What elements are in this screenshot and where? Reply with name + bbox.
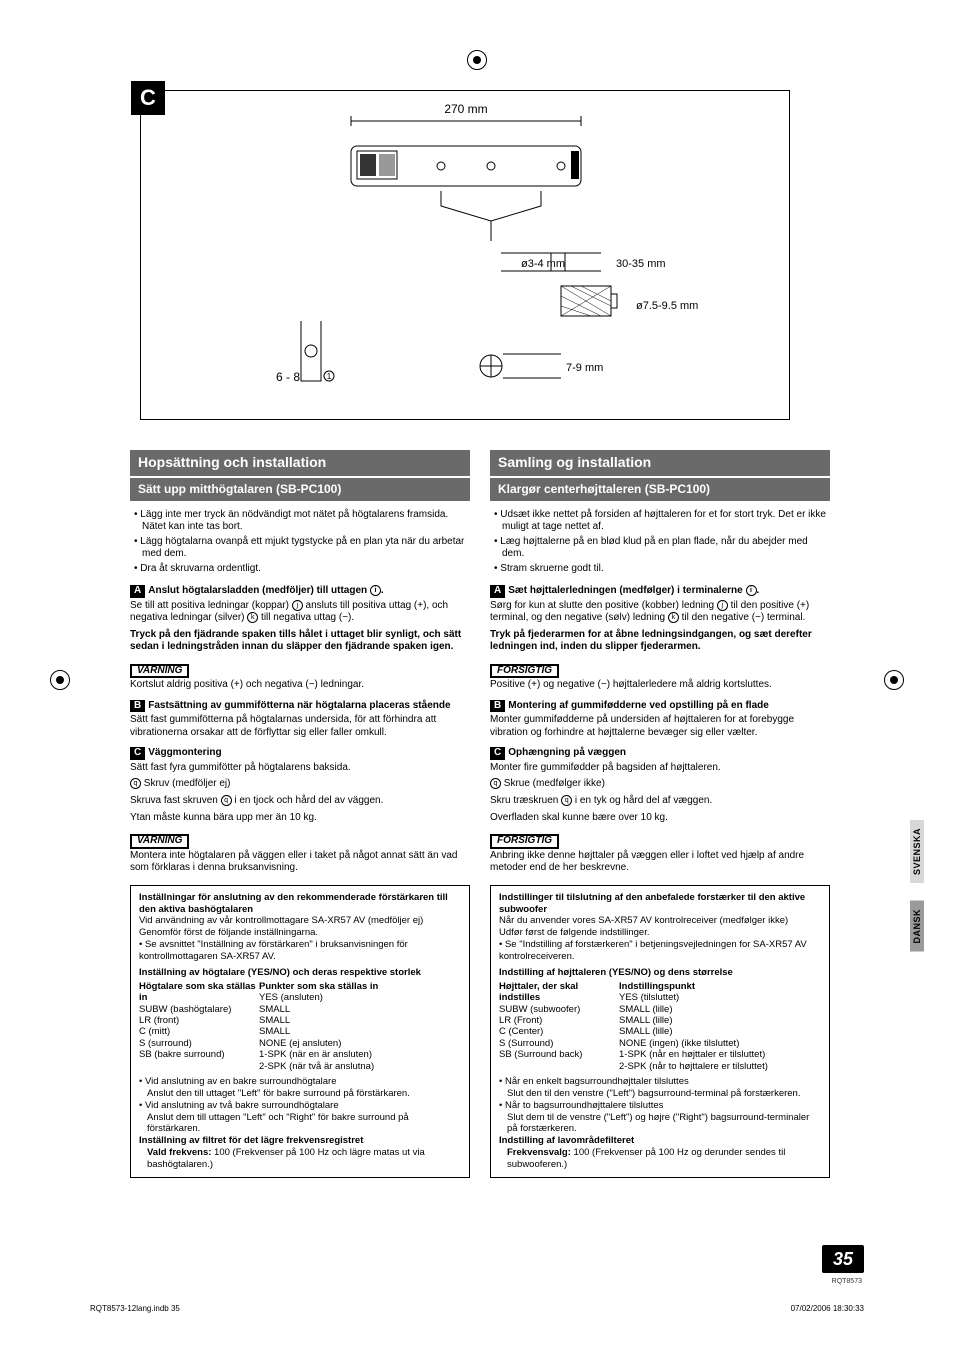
box-note: • Vid anslutning av en bakre surroundhög… <box>139 1076 461 1088</box>
box-subheading: Indstilling af højttaleren (YES/NO) og d… <box>499 967 821 979</box>
sv-b-body: Sätt fast gummifötterna på högtalarnas u… <box>130 714 470 739</box>
column-dansk: Samling og installation Klargør centerhø… <box>490 450 830 1178</box>
settings-table: Højttaler, der skal indstilles SUBW (sub… <box>499 981 821 1072</box>
sv-c-l1: Sätt fast fyra gummifötter på högtalaren… <box>130 762 470 775</box>
sv-section-a-head: AAnslut högtalarsladden (medföljer) till… <box>130 585 470 598</box>
da-intro-list: Udsæt ikke nettet på forsiden af højttal… <box>490 509 830 576</box>
box-heading: Indstillinger til tilslutning af den anb… <box>499 892 821 916</box>
box-filter-body: Vald frekvens: 100 (Frekvenser på 100 Hz… <box>139 1147 461 1171</box>
sv-settings-box: Inställningar för anslutning av den reko… <box>130 885 470 1178</box>
mounting-diagram-svg: 270 mm ø3-4 mm 30-35 mm ø7.5-9.5 mm <box>141 91 791 421</box>
da-a-para: Sørg for kun at slutte den positive (kob… <box>490 600 830 625</box>
da-section-a-head: ASæt højttalerledningen (medfølger) i te… <box>490 585 830 598</box>
box-note-body: Slut den til den venstre ("Left") bagsur… <box>499 1088 821 1100</box>
box-heading: Inställningar för anslutning av den reko… <box>139 892 461 916</box>
box-text: • Se "Indstilling af forstærkeren" i bet… <box>499 939 821 963</box>
registration-mark-icon <box>884 670 904 690</box>
list-item: Lägg högtalarna ovanpå ett mjukt tygstyc… <box>142 536 470 561</box>
da-c-l3: Skru træskruen q i en tyk og hård del af… <box>490 795 830 808</box>
box-note-body: Anslut den till uttaget "Left" för bakre… <box>139 1088 461 1100</box>
sv-a-para: Se till att positiva ledningar (koppar) … <box>130 600 470 625</box>
da-heading-1: Samling og installation <box>490 450 830 476</box>
da-section-b-head: BMontering af gummifødderne ved opstilli… <box>490 700 830 713</box>
svg-text:1: 1 <box>327 372 332 381</box>
sv-section-b-head: BFastsättning av gummifötterna när högta… <box>130 700 470 713</box>
svg-text:6 - 8: 6 - 8 <box>276 370 300 384</box>
box-subheading: Inställning av högtalare (YES/NO) och de… <box>139 967 461 979</box>
sv-c-l3: Skruva fast skruven q i en tjock och hår… <box>130 795 470 808</box>
list-item: Læg højttalerne på en blød klud på en pl… <box>502 536 830 561</box>
box-text: Genomför först de följande inställningar… <box>139 927 461 939</box>
da-a-bold: Tryk på fjederarmen for at åbne lednings… <box>490 629 830 654</box>
da-c-l2: q Skrue (medfølger ikke) <box>490 778 830 791</box>
sv-c-l2: q Skruv (medföljer ej) <box>130 778 470 791</box>
da-heading-2: Klargør centerhøjttaleren (SB-PC100) <box>490 478 830 501</box>
footer-right: 07/02/2006 18:30:33 <box>791 1304 864 1313</box>
box-text: Udfør først de følgende indstillinger. <box>499 927 821 939</box>
box-note-body: Slut dem til de venstre ("Left") og højr… <box>499 1112 821 1136</box>
box-note: • Vid anslutning av två bakre surroundhö… <box>139 1100 461 1112</box>
box-filter-body: Frekvensvalg: 100 (Frekvenser på 100 Hz … <box>499 1147 821 1171</box>
sv-intro-list: Lägg inte mer tryck än nödvändigt mot nä… <box>130 509 470 576</box>
sv-a-warn-text: Kortslut aldrig positiva (+) och negativ… <box>130 679 470 692</box>
sv-a-bold: Tryck på den fjädrande spaken tills håle… <box>130 629 470 654</box>
warning-label: FORSIGTIG <box>490 664 559 679</box>
registration-mark-icon <box>467 50 487 70</box>
content-columns: Hopsättning och installation Sätt upp mi… <box>130 450 830 1178</box>
page-number: 35 <box>822 1245 864 1273</box>
svg-text:ø7.5-9.5 mm: ø7.5-9.5 mm <box>636 300 698 312</box>
language-tabs: SVENSKA DANSK <box>910 820 924 952</box>
box-note: • Når en enkelt bagsurroundhøjttaler til… <box>499 1076 821 1088</box>
svg-text:270 mm: 270 mm <box>444 102 487 116</box>
list-item: Stram skruerne godt til. <box>502 563 830 576</box>
box-text: Vid användning av vår kontrollmottagare … <box>139 915 461 927</box>
box-text: • Se avsnittet "Inställning av förstärka… <box>139 939 461 963</box>
da-c-l1: Monter fire gummifødder på bagsiden af h… <box>490 762 830 775</box>
tab-svenska: SVENSKA <box>910 820 924 883</box>
box-note: • Når to bagsurroundhøjttalere tilslutte… <box>499 1100 821 1112</box>
warning-label: FORSIGTIG <box>490 834 559 849</box>
da-b-body: Monter gummifødderne på undersiden af hø… <box>490 714 830 739</box>
list-item: Lägg inte mer tryck än nödvändigt mot nä… <box>142 509 470 534</box>
page-code: RQT8573 <box>832 1278 862 1285</box>
diagram-c: C 270 mm ø3-4 mm 30-35 mm ø7.5-9.5 mm <box>140 90 790 420</box>
sv-heading-1: Hopsättning och installation <box>130 450 470 476</box>
column-svenska: Hopsättning och installation Sätt upp mi… <box>130 450 470 1178</box>
tab-dansk: DANSK <box>910 901 924 952</box>
list-item: Dra åt skruvarna ordentligt. <box>142 563 470 576</box>
registration-mark-icon <box>50 670 70 690</box>
box-note-body: Anslut dem till uttagen "Left" och "Righ… <box>139 1112 461 1136</box>
da-a-warn-text: Positive (+) og negative (−) højttalerle… <box>490 679 830 692</box>
settings-table: Högtalare som ska ställas in SUBW (bashö… <box>139 981 461 1072</box>
box-filter-head: Inställning av filtret för det lägre fre… <box>139 1135 461 1147</box>
da-c-l4: Overfladen skal kunne bære over 10 kg. <box>490 812 830 825</box>
footer-left: RQT8573-12lang.indb 35 <box>90 1304 180 1313</box>
warning-label: VARNING <box>130 834 189 849</box>
box-text: Når du anvender vores SA-XR57 AV kontrol… <box>499 915 821 927</box>
svg-text:30-35 mm: 30-35 mm <box>616 258 666 270</box>
warning-label: VARNING <box>130 664 189 679</box>
svg-text:7-9 mm: 7-9 mm <box>566 362 603 374</box>
da-section-c-head: COphængning på væggen <box>490 747 830 760</box>
svg-text:ø3-4 mm: ø3-4 mm <box>521 258 565 270</box>
box-filter-head: Indstilling af lavområdefilteret <box>499 1135 821 1147</box>
sv-heading-2: Sätt upp mitthögtalaren (SB-PC100) <box>130 478 470 501</box>
list-item: Udsæt ikke nettet på forsiden af højttal… <box>502 509 830 534</box>
sv-c-warn-text: Montera inte högtalaren på väggen eller … <box>130 850 470 875</box>
da-settings-box: Indstillinger til tilslutning af den anb… <box>490 885 830 1178</box>
da-c-warn-text: Anbring ikke denne højttaler på væggen e… <box>490 850 830 875</box>
sv-section-c-head: CVäggmontering <box>130 747 470 760</box>
sv-c-l4: Ytan måste kunna bära upp mer än 10 kg. <box>130 812 470 825</box>
